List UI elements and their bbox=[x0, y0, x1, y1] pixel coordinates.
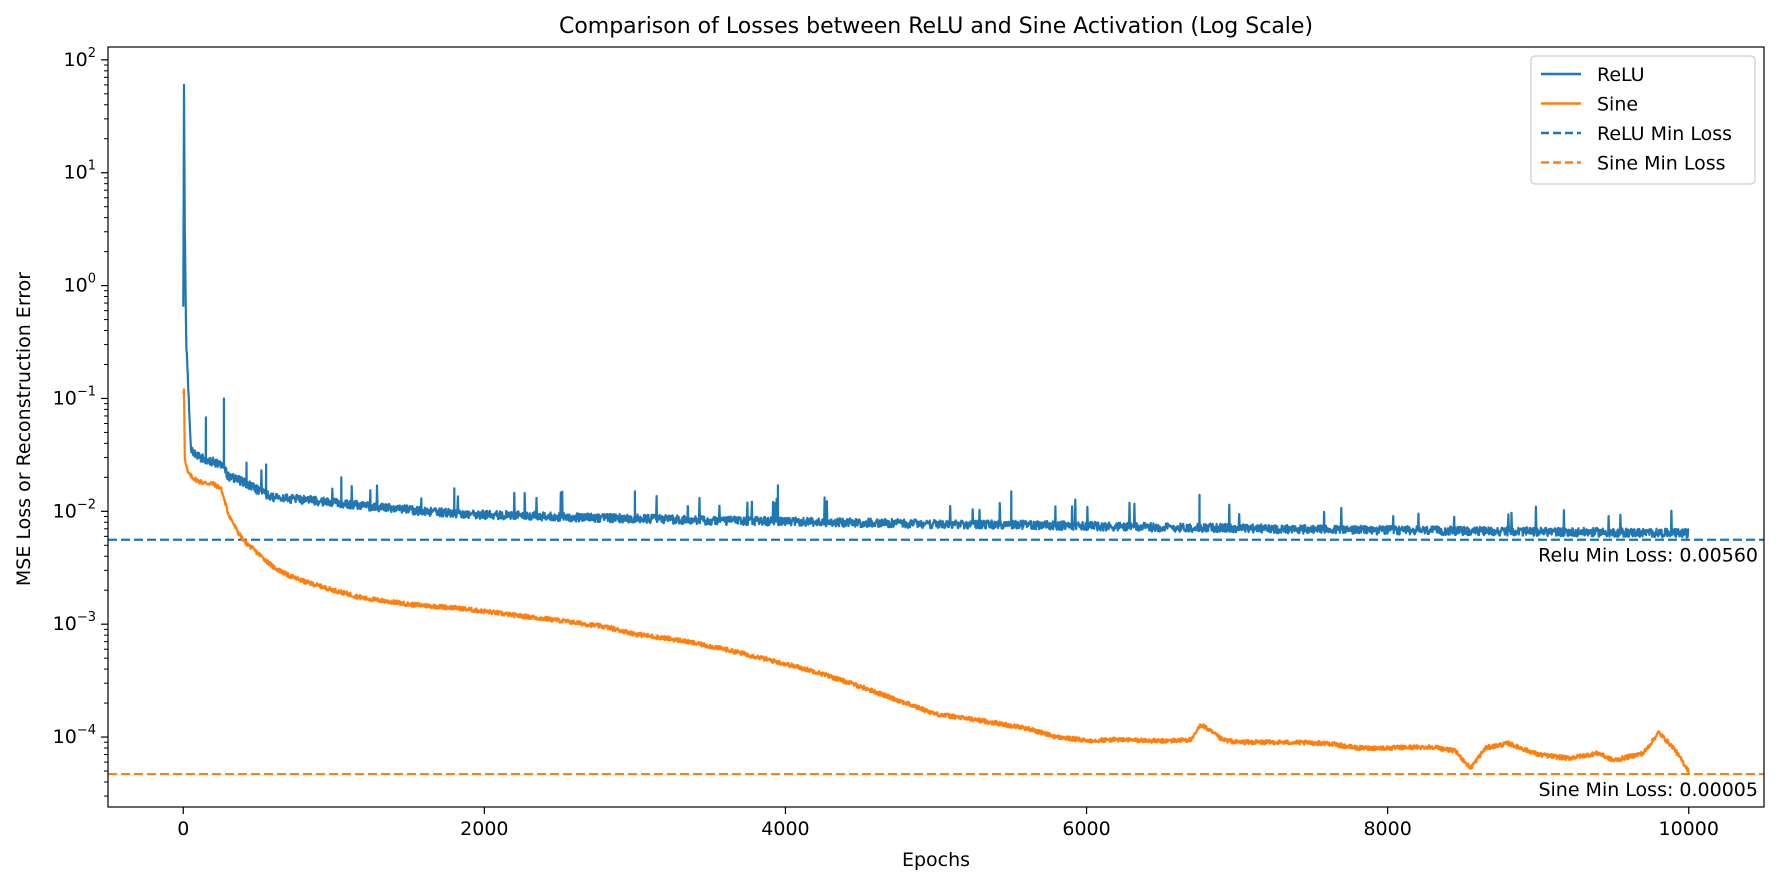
y-tick-label: 10−4 bbox=[53, 723, 96, 748]
x-tick-label: 10000 bbox=[1659, 818, 1719, 840]
y-axis-label: MSE Loss or Reconstruction Error bbox=[13, 272, 35, 586]
x-tick-label: 6000 bbox=[1062, 818, 1110, 840]
reference-annotation-sine: Sine Min Loss: 0.00005 bbox=[1538, 779, 1758, 801]
axes-frame bbox=[107, 46, 1765, 808]
series-line-relu bbox=[182, 83, 1690, 539]
y-tick-label: 102 bbox=[64, 46, 96, 71]
chart-title: Comparison of Losses between ReLU and Si… bbox=[559, 14, 1313, 39]
legend-label-sine: Sine bbox=[1597, 94, 1638, 116]
x-tick-label: 2000 bbox=[460, 818, 508, 840]
legend-label-sine-min-loss: Sine Min Loss bbox=[1597, 153, 1726, 175]
y-tick-label: 10−2 bbox=[53, 497, 96, 522]
plot-area: Relu Min Loss: 0.00560 Sine Min Loss: 0.0… bbox=[53, 46, 1765, 840]
y-tick-label: 10−3 bbox=[53, 610, 96, 635]
legend-label-relu-min-loss: ReLU Min Loss bbox=[1597, 123, 1732, 145]
legend: ReLU Sine ReLU Min Loss Sine Min Loss bbox=[1530, 55, 1756, 185]
x-tick-label: 8000 bbox=[1363, 818, 1411, 840]
x-axis-label: Epochs bbox=[902, 849, 970, 871]
x-tick-label: 4000 bbox=[761, 818, 809, 840]
legend-label-relu: ReLU bbox=[1597, 64, 1645, 86]
plot-series-group bbox=[108, 83, 1764, 776]
x-tick-label: 0 bbox=[177, 818, 189, 840]
series-line-sine bbox=[182, 388, 1690, 774]
y-tick-label: 101 bbox=[64, 159, 96, 184]
reference-annotation-relu: Relu Min Loss: 0.00560 bbox=[1538, 545, 1758, 567]
y-tick-label: 100 bbox=[64, 272, 96, 297]
y-tick-label: 10−1 bbox=[53, 384, 96, 409]
legend-box bbox=[1530, 55, 1756, 185]
